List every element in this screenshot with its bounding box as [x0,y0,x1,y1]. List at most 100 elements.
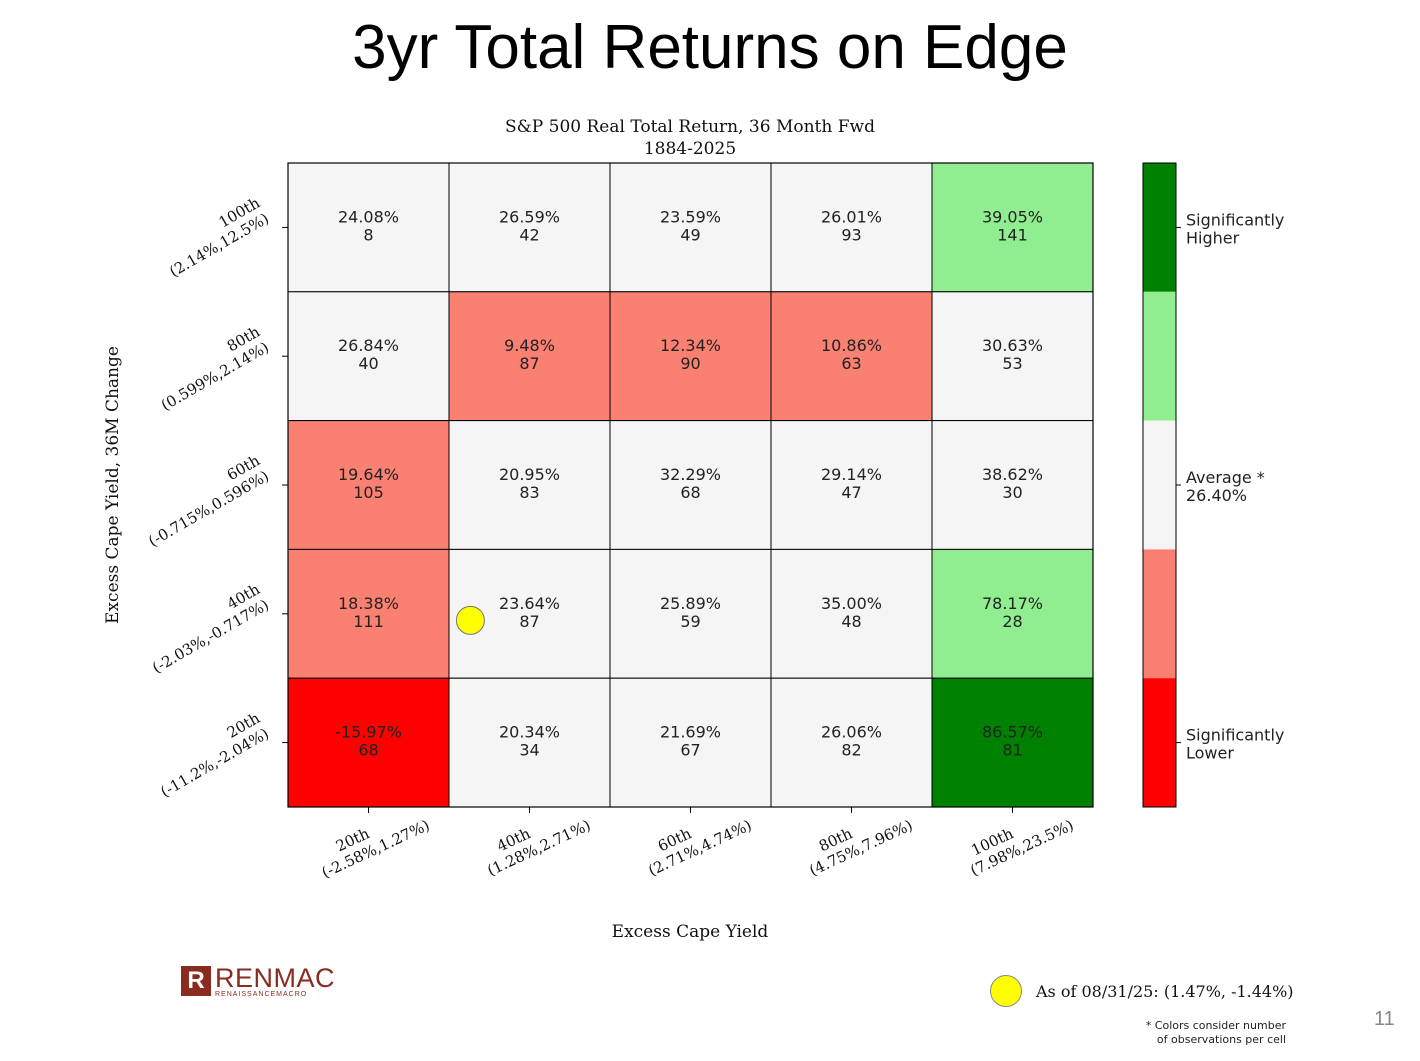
cell-value: 26.59% [499,207,560,226]
colorbar-segment [1143,678,1176,807]
colorbar-segment [1143,291,1176,421]
heatmap-cell [448,420,611,550]
cell-value: 24.08% [338,207,399,226]
cell-value: 30.63% [982,336,1043,355]
cell-value: 23.64% [499,594,560,613]
cell-count: 59 [680,612,700,631]
cell-value: 35.00% [821,594,882,613]
y-tick-label-group: 60th(-0.715%,0.596%) [145,451,272,551]
cell-count: 63 [841,354,861,373]
cell-count: 40 [358,354,378,373]
cell-count: 28 [1002,612,1022,631]
chart-title: S&P 500 Real Total Return, 36 Month Fwd [505,117,875,137]
y-axis-label: Excess Cape Yield, 36M Change [103,346,123,624]
heatmap-cell [770,420,933,550]
heatmap-cell [770,548,933,679]
cell-count: 93 [841,225,861,244]
heatmap-cell [448,677,611,808]
y-tick-label-group: 40th(-2.03%,-0.717%) [149,580,272,677]
legend-label-average: 26.40% [1186,486,1247,505]
x-axis-ticks: 20th(-2.58%,1.27%) 40th(1.28%,2.71%) 60th(… [319,807,1076,882]
cell-value: 20.95% [499,465,560,484]
cell-count: 47 [841,483,861,502]
y-tick-label-group: 20th(-11.2%,-2.04%) [157,709,272,801]
cell-value: 39.05% [982,207,1043,226]
cell-count: 67 [680,741,700,760]
cell-value: 10.86% [821,336,882,355]
heatmap-cell [931,162,1094,293]
cell-value: 12.34% [660,336,721,355]
cell-count: 83 [519,483,539,502]
heatmap-cell [931,548,1094,679]
legend-label-average: Average * [1186,468,1265,487]
logo-tagline: RENAISSANCEMACRO [215,991,308,998]
heatmap-cell [609,162,772,293]
y-tick-label-group: 100th(2.14%,12.5%) [166,194,272,281]
legend-label-higher: Significantly [1186,210,1284,229]
heatmap-cell [448,291,611,422]
cell-value: 32.29% [660,465,721,484]
legend-label-lower: Significantly [1186,726,1284,745]
y-tick-range: (0.599%,2.14%) [158,338,272,414]
cell-value: 26.84% [338,336,399,355]
cell-value: -15.97% [335,723,402,742]
cell-value: 21.69% [660,723,721,742]
y-tick-range: (-2.03%,-0.717%) [149,596,272,677]
cell-count: 68 [358,741,378,760]
cell-value: 25.89% [660,594,721,613]
yellow-circle-icon [990,975,1022,1007]
current-marker-legend: As of 08/31/25: (1.47%, -1.44%) [990,975,1294,1007]
heatmap-cell [931,677,1094,808]
current-point-text: As of 08/31/25: (1.47%, -1.44%) [1036,981,1294,1001]
cell-count: 49 [680,225,700,244]
y-axis-ticks: 100th(2.14%,12.5%) 80th(0.599%,2.14%) 60th… [145,194,288,801]
cell-value: 9.48% [504,336,555,355]
cell-count: 53 [1002,354,1022,373]
logo-name: RENMAC [215,963,336,993]
renmac-logo: R RENMAC RENAISSANCEMACRO [181,963,336,1000]
heatmap-cell [287,291,450,422]
cell-value: 23.59% [660,207,721,226]
page-number: 11 [1374,1008,1395,1030]
chart-subtitle: 1884-2025 [643,139,737,159]
heatmap-cells: 24.08%8 26.59%42 23.59%49 26.01%93 39.05%141… [287,162,1094,808]
y-tick-range: (-0.715%,0.596%) [145,467,272,551]
y-tick-label-group: 80th(0.599%,2.14%) [158,322,272,414]
cell-value: 20.34% [499,723,560,742]
footnote: * Colors consider number of observations… [1100,1019,1286,1047]
legend-label-lower: Lower [1186,744,1234,763]
x-tick-label-group: 40th(1.28%,2.71%) [484,816,593,880]
colorbar-segment [1143,163,1176,292]
cell-count: 105 [353,483,384,502]
heatmap-cell [287,420,450,550]
x-axis-label: Excess Cape Yield [612,922,769,942]
colorbar-segment [1143,549,1176,679]
logo-mark-icon: R [181,966,211,996]
cell-value: 26.01% [821,207,882,226]
cell-count: 87 [519,354,539,373]
cell-count: 90 [680,354,700,373]
cell-count: 48 [841,612,861,631]
x-tick-label-group: 60th(2.71%,4.74%) [645,816,754,880]
x-tick-label-group: 100th(7.98%,23.5%) [967,816,1076,880]
cell-count: 81 [1002,741,1022,760]
cell-value: 19.64% [338,465,399,484]
y-tick-range: (-11.2%,-2.04%) [157,724,272,801]
heatmap-cell [287,677,450,808]
cell-count: 82 [841,741,861,760]
cell-count: 8 [363,225,373,244]
current-marker-layer [455,605,485,635]
current-point-marker [455,605,485,635]
heatmap-cell [931,291,1094,422]
cell-value: 29.14% [821,465,882,484]
footnote-line-2: of observations per cell [1156,1033,1286,1046]
cell-value: 18.38% [338,594,399,613]
heatmap-cell [770,291,933,422]
cell-count: 30 [1002,483,1022,502]
footnote-line-1: * Colors consider number [1145,1019,1286,1032]
chart-title-block: S&P 500 Real Total Return, 36 Month Fwd … [440,116,940,160]
slide-title: 3yr Total Returns on Edge [352,13,1068,82]
cell-count: 87 [519,612,539,631]
x-tick-label-group: 80th(4.75%,7.96%) [806,816,915,880]
